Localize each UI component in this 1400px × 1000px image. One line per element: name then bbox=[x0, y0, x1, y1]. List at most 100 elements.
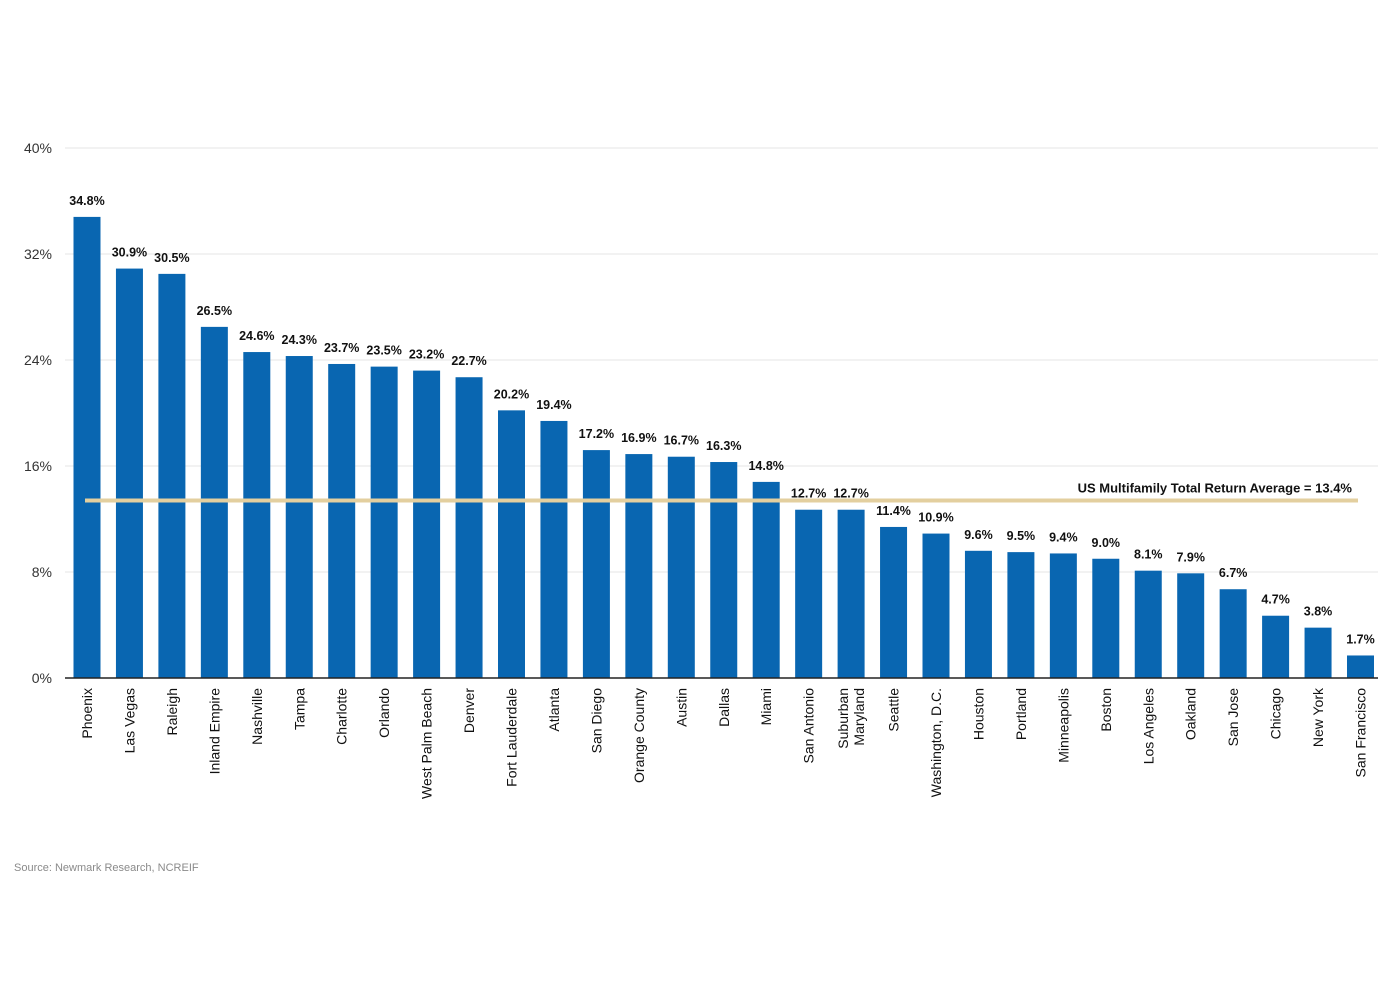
average-reference: US Multifamily Total Return Average = 13… bbox=[85, 480, 1358, 503]
bar bbox=[964, 550, 992, 678]
y-tick-label: 0% bbox=[32, 670, 52, 686]
x-tick-label: Seattle bbox=[886, 688, 902, 732]
x-tick-label: San Francisco bbox=[1353, 688, 1369, 778]
value-labels: 34.8% 30.9% 30.5% 26.5% 24.6% 24.3% 23.7% 23.5%… bbox=[69, 194, 1374, 647]
x-tick-label: Nashville bbox=[249, 688, 265, 745]
bar bbox=[115, 268, 143, 678]
data-label: 12.7% bbox=[833, 487, 868, 501]
data-label: 9.6% bbox=[964, 528, 993, 542]
x-tick-label: West Palm Beach bbox=[419, 688, 435, 799]
bar bbox=[243, 352, 271, 678]
data-label: 23.2% bbox=[409, 348, 444, 362]
bar bbox=[1007, 552, 1035, 678]
bar bbox=[328, 363, 356, 678]
bar bbox=[667, 456, 695, 678]
data-label: 23.5% bbox=[366, 344, 401, 358]
x-tick-label: Orlando bbox=[376, 688, 392, 738]
x-tick-label: SuburbanMaryland bbox=[835, 688, 867, 749]
x-tick-label: Chicago bbox=[1268, 688, 1284, 740]
bar bbox=[625, 454, 653, 678]
category-labels: Phoenix Las Vegas Raleigh Inland Empire Nash… bbox=[79, 687, 1369, 799]
data-label: 30.9% bbox=[112, 246, 147, 260]
bars bbox=[73, 216, 1374, 678]
data-label: 16.3% bbox=[706, 439, 741, 453]
x-tick-label: Dallas bbox=[716, 688, 732, 727]
x-tick-label: Boston bbox=[1098, 688, 1114, 732]
x-tick-label: Portland bbox=[1013, 688, 1029, 740]
data-label: 8.1% bbox=[1134, 548, 1163, 562]
bar bbox=[1304, 627, 1332, 678]
data-label: 30.5% bbox=[154, 251, 189, 265]
y-tick-label: 24% bbox=[24, 352, 52, 368]
x-tick-label: Las Vegas bbox=[121, 688, 137, 753]
data-label: 14.8% bbox=[748, 459, 783, 473]
bar bbox=[1092, 558, 1120, 678]
x-tick-label: Inland Empire bbox=[206, 688, 222, 775]
bar bbox=[837, 509, 865, 678]
data-label: 34.8% bbox=[69, 194, 104, 208]
bar bbox=[752, 481, 780, 678]
x-tick-label: Los Angeles bbox=[1140, 688, 1156, 764]
data-label: 19.4% bbox=[536, 398, 571, 412]
data-label: 11.4% bbox=[876, 504, 911, 518]
bar bbox=[1219, 589, 1247, 678]
y-tick-label: 32% bbox=[24, 246, 52, 262]
x-tick-label: Oakland bbox=[1183, 688, 1199, 740]
x-tick-label: Raleigh bbox=[164, 688, 180, 735]
y-tick-label: 40% bbox=[24, 140, 52, 156]
bar bbox=[710, 462, 738, 678]
y-axis-ticks: 0% 8% 16% 24% 32% 40% bbox=[24, 140, 52, 686]
data-label: 7.9% bbox=[1176, 550, 1205, 564]
bar bbox=[1177, 573, 1205, 678]
data-label: 9.4% bbox=[1049, 530, 1078, 544]
x-tick-label: New York bbox=[1310, 687, 1326, 747]
x-tick-label: Phoenix bbox=[79, 688, 95, 739]
bar bbox=[922, 533, 950, 678]
bar bbox=[1262, 615, 1290, 678]
x-tick-label: San Jose bbox=[1225, 688, 1241, 747]
y-tick-label: 16% bbox=[24, 458, 52, 474]
data-label: 9.5% bbox=[1007, 529, 1036, 543]
x-tick-label: Atlanta bbox=[546, 688, 562, 732]
data-label: 24.3% bbox=[282, 333, 317, 347]
bar bbox=[795, 509, 823, 678]
data-label: 10.9% bbox=[918, 511, 953, 525]
y-tick-label: 8% bbox=[32, 564, 52, 580]
bar bbox=[1347, 655, 1374, 678]
data-label: 1.7% bbox=[1346, 632, 1375, 646]
x-tick-label: Denver bbox=[461, 688, 477, 733]
bar bbox=[498, 410, 525, 678]
data-label: 3.8% bbox=[1304, 605, 1333, 619]
data-label: 20.2% bbox=[494, 387, 529, 401]
x-tick-label-line: Suburban bbox=[835, 688, 851, 749]
bar bbox=[540, 420, 568, 678]
bar bbox=[880, 526, 908, 678]
bar bbox=[158, 273, 186, 678]
bar bbox=[1134, 570, 1162, 678]
bar bbox=[455, 377, 483, 678]
x-tick-label: Fort Lauderdale bbox=[504, 688, 520, 787]
x-tick-label: Orange County bbox=[631, 688, 647, 783]
x-tick-label: San Diego bbox=[588, 688, 604, 754]
bar bbox=[370, 366, 398, 678]
x-tick-label: Austin bbox=[673, 688, 689, 727]
data-label: 17.2% bbox=[579, 427, 614, 441]
data-label: 4.7% bbox=[1261, 593, 1290, 607]
x-tick-label: Minneapolis bbox=[1055, 688, 1071, 763]
source-note: Source: Newmark Research, NCREIF bbox=[14, 862, 199, 874]
x-tick-label: Houston bbox=[970, 688, 986, 740]
x-tick-label: Charlotte bbox=[334, 688, 350, 745]
data-label: 22.7% bbox=[451, 354, 486, 368]
x-tick-label: San Antonio bbox=[801, 688, 817, 764]
bar bbox=[73, 216, 101, 678]
data-label: 12.7% bbox=[791, 487, 826, 501]
x-tick-label: Washington, D.C. bbox=[928, 688, 944, 797]
x-tick-label: Tampa bbox=[291, 688, 307, 730]
data-label: 16.7% bbox=[664, 434, 699, 448]
bar bbox=[1049, 553, 1077, 678]
data-label: 6.7% bbox=[1219, 566, 1248, 580]
x-tick-label-line: Maryland bbox=[851, 688, 867, 746]
bar bbox=[582, 450, 610, 678]
x-tick-label: Miami bbox=[758, 688, 774, 725]
data-label: 9.0% bbox=[1092, 536, 1121, 550]
